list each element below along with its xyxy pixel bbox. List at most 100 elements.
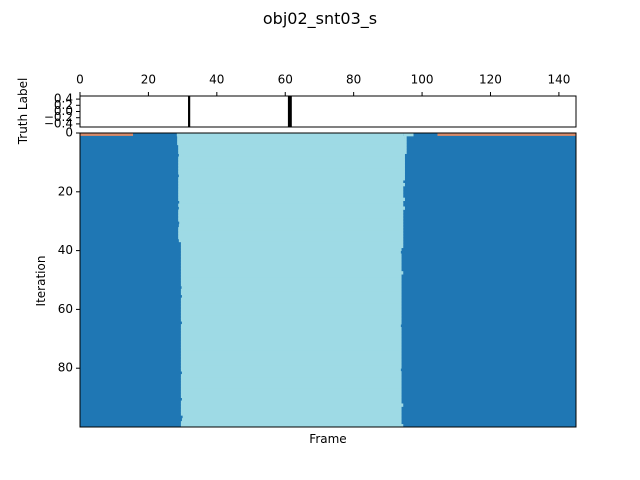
strip-x-tick-label: 100 <box>411 73 434 87</box>
heatmap-y-ticks: 0 20 40 60 80 <box>58 126 80 375</box>
strip-plot-area <box>80 96 576 127</box>
heatmap-row-inner <box>180 359 402 363</box>
heatmap-row-inner <box>180 374 402 378</box>
heatmap-y-tick-label: 0 <box>65 126 73 140</box>
heatmap-row-inner <box>178 182 405 187</box>
heatmap-row-inner <box>179 200 404 204</box>
heatmap-row-inner <box>180 288 402 293</box>
heatmap-row-inner <box>180 412 402 416</box>
heatmap-row-inner <box>180 324 401 328</box>
heatmap-row-inner <box>180 335 402 340</box>
heatmap-row-inner <box>180 265 402 269</box>
heatmap-y-tick-label: 60 <box>58 302 73 316</box>
heatmap-row-inner <box>178 144 407 149</box>
heatmap-row-inner <box>180 256 402 260</box>
heatmap-row-inner <box>180 274 402 278</box>
heatmap-row-inner <box>180 400 402 404</box>
strip-x-tick-label: 60 <box>278 73 293 87</box>
heatmap-row-inner <box>180 338 402 343</box>
heatmap-row-inner <box>180 277 402 281</box>
heatmap-row-inner <box>178 188 404 193</box>
heatmap-row-inner <box>178 212 404 216</box>
heatmap-row-transition <box>403 133 414 137</box>
heatmap-row-inner <box>178 171 405 175</box>
heatmap-row-inner <box>180 382 402 387</box>
heatmap-y-tick-label: 20 <box>58 184 73 198</box>
heatmap-row-inner <box>178 209 404 213</box>
heatmap-row-inner <box>180 309 402 313</box>
heatmap-row-inner <box>178 168 405 172</box>
strip-y-tick-label: 0.4 <box>54 92 73 106</box>
heatmap-row-inner <box>180 356 402 360</box>
heatmap-row-inner <box>178 185 404 190</box>
heatmap-row-inner <box>180 362 402 366</box>
heatmap-row-inner <box>180 365 402 369</box>
heatmap-row-inner <box>178 218 404 222</box>
heatmap-row-inner <box>180 318 402 322</box>
heatmap-row-inner <box>180 291 402 296</box>
heatmap-row-inner <box>180 259 402 263</box>
heatmap-row-inner <box>181 321 402 325</box>
heatmap-row-inner <box>180 332 402 337</box>
heatmap-row-inner <box>181 397 402 401</box>
heatmap-row-inner <box>180 409 402 413</box>
heatmap-row-inner <box>178 206 405 210</box>
heatmap-row-inner <box>180 421 402 425</box>
heatmap-row-inner <box>181 294 402 299</box>
strip-x-ticks: 0 20 40 60 80 100 120 140 <box>76 73 570 96</box>
heatmap-y-tick-label: 40 <box>58 243 73 257</box>
strip-x-tick-label: 140 <box>547 73 570 87</box>
heatmap-row-inner <box>180 368 401 372</box>
heatmap-row-inner <box>176 133 404 137</box>
heatmap-row-inner <box>180 353 402 357</box>
strip-events <box>188 96 292 127</box>
heatmap-row-inner <box>177 141 407 146</box>
heatmap-row-inner <box>180 388 402 393</box>
heatmap-row-inner <box>178 177 405 181</box>
strip-x-tick-label: 120 <box>479 73 502 87</box>
heatmap-row-inner <box>181 285 402 290</box>
truth-label-strip: 0 20 40 60 80 100 120 140 −0.4−0.20.00.20.4 Tru… <box>16 73 577 146</box>
heatmap-row-inner <box>180 306 402 310</box>
heatmap-row-inner <box>180 385 402 390</box>
heatmap-row-inner <box>180 329 402 334</box>
heatmap-row-inner <box>177 138 407 143</box>
heatmap-row-inner <box>178 227 404 231</box>
strip-y-axis-label: Truth Label <box>16 78 30 146</box>
strip-x-tick-label: 0 <box>76 73 84 87</box>
heatmap-row-inner <box>180 350 402 354</box>
strip-y-tick-label: −0.2 <box>44 110 73 124</box>
heatmap-row-inner <box>180 424 404 428</box>
heatmap-row-inner <box>178 232 404 237</box>
heatmap-row-inner <box>180 344 402 349</box>
heatmap-row-inner <box>181 371 402 375</box>
heatmap-row-inner <box>177 135 405 140</box>
heatmap-row-inner <box>178 162 405 166</box>
heatmap-y-tick-label: 80 <box>58 361 73 375</box>
heatmap-row-inner <box>180 244 404 249</box>
heatmap-row-inner <box>180 403 404 407</box>
heatmap-row-inner <box>178 215 404 219</box>
strip-x-tick-label: 80 <box>346 73 361 87</box>
heatmap-row-inner <box>180 406 402 410</box>
heatmap-row-transition <box>404 135 407 140</box>
heatmap-row-inner <box>178 224 404 228</box>
heatmap-row-inner <box>178 156 405 160</box>
heatmap-row-inner <box>180 262 402 266</box>
heatmap-row-inner <box>180 315 402 319</box>
iteration-heatmap: 0 20 40 60 80 Frame Iteration <box>34 126 577 446</box>
heatmap-row-inner <box>178 191 404 196</box>
chart-title: obj02_snt03_s <box>263 9 377 29</box>
heatmap-row-inner <box>180 312 402 316</box>
heatmap-frame <box>79 132 577 428</box>
heatmap-row-inner <box>178 230 404 234</box>
strip-y-tick-label: 0.2 <box>54 98 73 112</box>
heatmap-row-inner <box>178 180 404 184</box>
strip-y-ticks: −0.4−0.20.00.20.4 <box>44 92 80 130</box>
heatmap-row-inner <box>180 347 402 351</box>
heatmap-y-axis-label: Iteration <box>34 256 48 307</box>
strip-y-tick-label: −0.4 <box>44 116 73 130</box>
heatmap-row-inner <box>180 303 402 307</box>
heatmap-row-inner <box>178 165 405 169</box>
heatmap-row-inner <box>178 174 405 178</box>
